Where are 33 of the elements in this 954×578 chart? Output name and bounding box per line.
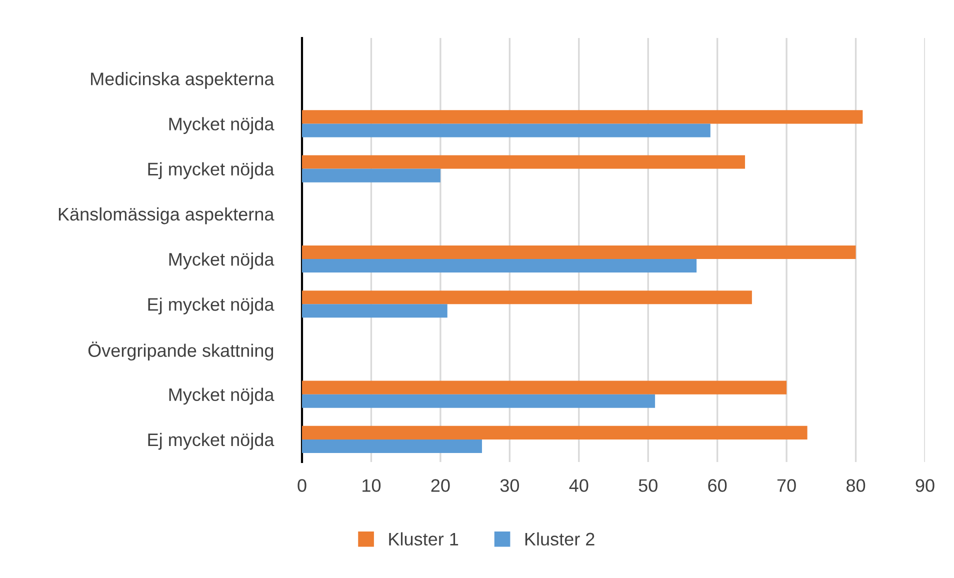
y-tick-label: Medicinska aspekterna — [91, 72, 274, 89]
y-tick-label: Mycket nöjda — [169, 388, 274, 405]
bar — [302, 426, 808, 440]
bar — [302, 245, 856, 260]
legend-label: Kluster 1 — [389, 532, 458, 546]
bar — [302, 394, 656, 408]
bar — [302, 439, 482, 453]
bar — [302, 290, 752, 304]
y-tick-label: Övergripande skattning — [88, 342, 274, 361]
x-tick-label: 30 — [500, 479, 520, 492]
bar — [302, 380, 787, 394]
y-tick-label: Mycket nöjda — [169, 252, 274, 270]
bar — [302, 155, 746, 169]
bar — [302, 124, 710, 138]
x-tick-label: 60 — [708, 479, 727, 492]
x-tick-label: 0 — [298, 479, 306, 492]
bar — [302, 110, 863, 124]
x-tick-label: 40 — [569, 479, 588, 492]
bar — [302, 168, 440, 182]
y-tick-label: Ej mycket nöjda — [148, 162, 274, 180]
x-tick-label: 80 — [846, 479, 866, 492]
legend-label: Kluster 2 — [525, 532, 594, 546]
x-tick-label: 70 — [777, 479, 796, 492]
y-tick-label: Ej mycket nöjda — [148, 432, 274, 450]
y-tick-label: Känslomässiga aspekterna — [58, 207, 274, 224]
bar — [302, 259, 697, 273]
x-tick-label: 90 — [916, 479, 934, 492]
y-tick-label: Mycket nöjda — [169, 117, 274, 134]
x-tick-label: 50 — [638, 479, 658, 492]
bar — [302, 304, 448, 318]
y-tick-label: Ej mycket nöjda — [148, 298, 274, 314]
x-tick-label: 20 — [431, 479, 450, 492]
x-tick-label: 10 — [362, 479, 381, 492]
